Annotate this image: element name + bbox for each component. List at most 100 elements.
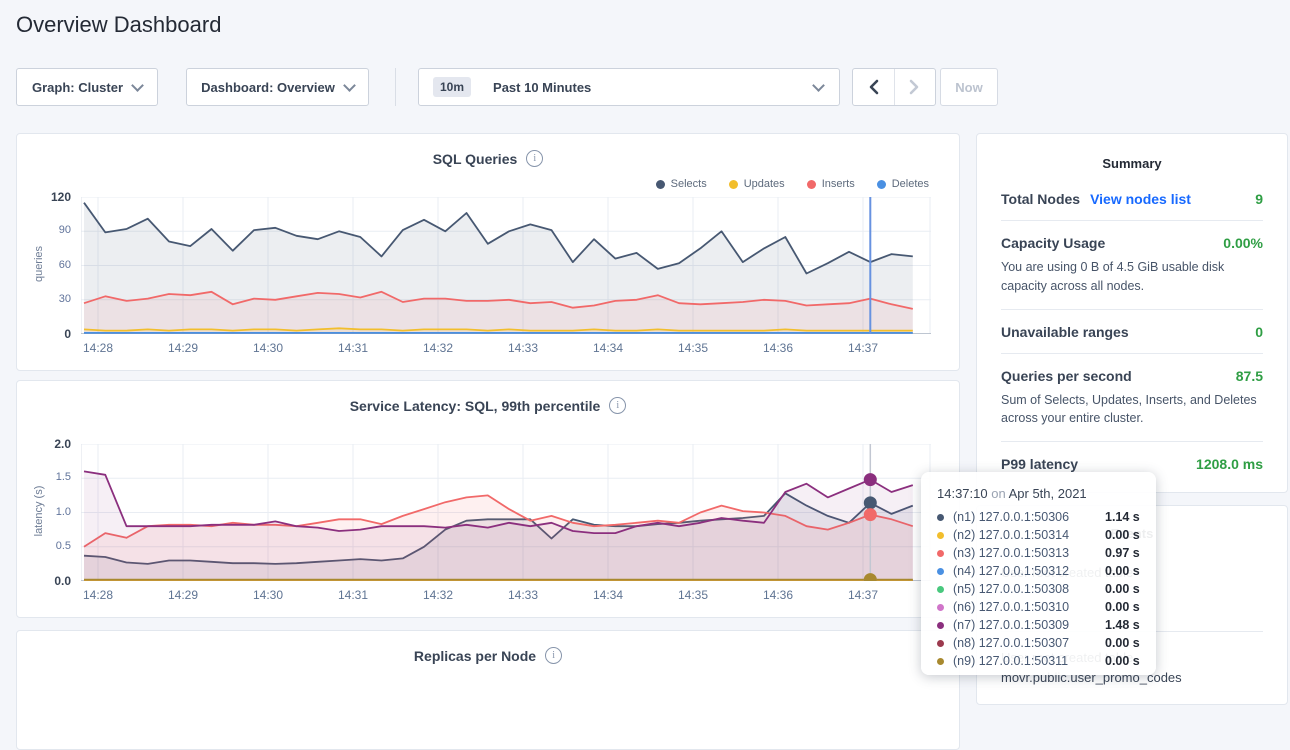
series-color-dot bbox=[937, 532, 944, 539]
next-time-button[interactable] bbox=[894, 69, 936, 105]
x-tick-label: 14:35 bbox=[669, 341, 717, 355]
series-color-dot bbox=[937, 604, 944, 611]
view-nodes-list-link[interactable]: View nodes list bbox=[1090, 191, 1191, 207]
now-button[interactable]: Now bbox=[940, 68, 998, 106]
tooltip-node-address: (n4) 127.0.0.1:50312 bbox=[953, 564, 1105, 578]
legend-item-selects[interactable]: Selects bbox=[656, 178, 707, 190]
tooltip-node-row: (n1) 127.0.0.1:503061.14 s bbox=[937, 508, 1140, 526]
tooltip-node-row: (n9) 127.0.0.1:503110.00 s bbox=[937, 652, 1140, 670]
x-tick-label: 14:34 bbox=[584, 341, 632, 355]
series-color-dot bbox=[937, 586, 944, 593]
tooltip-node-address: (n3) 127.0.0.1:50313 bbox=[953, 546, 1105, 560]
time-range-dropdown[interactable]: 10m Past 10 Minutes bbox=[418, 68, 840, 106]
legend-item-updates[interactable]: Updates bbox=[729, 178, 785, 190]
summary-row-description: You are using 0 B of 4.5 GiB usable disk… bbox=[1001, 258, 1263, 296]
service-latency-plot[interactable] bbox=[81, 444, 931, 581]
tooltip-node-value: 0.00 s bbox=[1105, 600, 1140, 614]
x-tick-label: 14:33 bbox=[499, 588, 547, 602]
summary-row-label: Unavailable ranges bbox=[1001, 324, 1129, 340]
sql-queries-plot[interactable] bbox=[81, 197, 931, 334]
x-tick-label: 14:36 bbox=[754, 588, 802, 602]
legend-label: Inserts bbox=[822, 178, 855, 190]
y-tick-label: 0.0 bbox=[17, 574, 71, 588]
x-tick-label: 14:28 bbox=[74, 588, 122, 602]
summary-row-description: Sum of Selects, Updates, Inserts, and De… bbox=[1001, 391, 1263, 429]
tooltip-node-address: (n7) 127.0.0.1:50309 bbox=[953, 618, 1105, 632]
legend-label: Selects bbox=[671, 178, 707, 190]
series-color-dot bbox=[937, 640, 944, 647]
summary-row: Total Nodes View nodes list 9 bbox=[1001, 177, 1263, 221]
tooltip-node-row: (n8) 127.0.0.1:503070.00 s bbox=[937, 634, 1140, 652]
time-step-buttons bbox=[852, 68, 936, 106]
graph-selector-dropdown[interactable]: Graph: Cluster bbox=[16, 68, 158, 106]
legend-item-inserts[interactable]: Inserts bbox=[807, 178, 855, 190]
summary-row-value: 0.00% bbox=[1223, 235, 1263, 251]
tooltip-node-value: 0.00 s bbox=[1105, 636, 1140, 650]
chevron-down-icon bbox=[131, 79, 144, 92]
tooltip-node-address: (n2) 127.0.0.1:50314 bbox=[953, 528, 1105, 542]
series-color-dot bbox=[937, 658, 944, 665]
x-tick-label: 14:37 bbox=[839, 341, 887, 355]
graph-selector-label: Graph: Cluster bbox=[32, 80, 123, 95]
series-color-dot bbox=[937, 550, 944, 557]
x-tick-label: 14:31 bbox=[329, 588, 377, 602]
tooltip-node-row: (n5) 127.0.0.1:503080.00 s bbox=[937, 580, 1140, 598]
dashboard-selector-dropdown[interactable]: Dashboard: Overview bbox=[186, 68, 369, 106]
x-tick-label: 14:29 bbox=[159, 588, 207, 602]
sql-queries-chart-card: SQL Queries i Selects Updates Inserts Delet… bbox=[16, 133, 960, 371]
previous-time-button[interactable] bbox=[853, 69, 894, 105]
x-tick-label: 14:35 bbox=[669, 588, 717, 602]
info-icon[interactable]: i bbox=[545, 647, 562, 664]
y-tick-label: 120 bbox=[17, 190, 71, 204]
summary-row-label: Queries per second bbox=[1001, 368, 1132, 384]
tooltip-node-row: (n4) 127.0.0.1:503120.00 s bbox=[937, 562, 1140, 580]
chart-title: Service Latency: SQL, 99th percentile bbox=[350, 398, 601, 414]
series-color-dot bbox=[937, 622, 944, 629]
x-tick-label: 14:29 bbox=[159, 341, 207, 355]
tooltip-node-value: 0.00 s bbox=[1105, 654, 1140, 668]
y-axis-label: queries bbox=[33, 204, 45, 324]
replicas-per-node-chart-card: Replicas per Node i bbox=[16, 630, 960, 750]
tooltip-node-address: (n5) 127.0.0.1:50308 bbox=[953, 582, 1105, 596]
y-axis-label: latency (s) bbox=[33, 451, 45, 571]
summary-row-label: P99 latency bbox=[1001, 456, 1078, 472]
summary-row-value: 9 bbox=[1255, 191, 1263, 207]
tooltip-node-row: (n3) 127.0.0.1:503130.97 s bbox=[937, 544, 1140, 562]
page-title: Overview Dashboard bbox=[16, 12, 221, 38]
series-color-dot bbox=[937, 568, 944, 575]
tooltip-node-value: 0.00 s bbox=[1105, 528, 1140, 542]
dashboard-selector-label: Dashboard: Overview bbox=[201, 80, 335, 95]
summary-row: Unavailable ranges0 bbox=[1001, 310, 1263, 354]
tooltip-node-value: 0.00 s bbox=[1105, 564, 1140, 578]
summary-row-value: 1208.0 ms bbox=[1196, 456, 1263, 472]
summary-panel: Summary Total NodesView nodes list9Capac… bbox=[976, 133, 1288, 493]
summary-row: Capacity Usage0.00%You are using 0 B of … bbox=[1001, 221, 1263, 310]
x-tick-label: 14:34 bbox=[584, 588, 632, 602]
chevron-down-icon bbox=[812, 79, 825, 92]
tooltip-node-address: (n8) 127.0.0.1:50307 bbox=[953, 636, 1105, 650]
x-tick-label: 14:33 bbox=[499, 341, 547, 355]
x-tick-label: 14:31 bbox=[329, 341, 377, 355]
info-icon[interactable]: i bbox=[526, 150, 543, 167]
legend-item-deletes[interactable]: Deletes bbox=[877, 178, 929, 190]
summary-row-label: Total Nodes bbox=[1001, 191, 1080, 207]
tooltip-node-value: 1.14 s bbox=[1105, 510, 1140, 524]
service-latency-chart-card: Service Latency: SQL, 99th percentile i … bbox=[16, 380, 960, 618]
tooltip-node-row: (n7) 127.0.0.1:503091.48 s bbox=[937, 616, 1140, 634]
chart-hover-tooltip: 14:37:10 on Apr 5th, 2021 (n1) 127.0.0.1… bbox=[921, 472, 1156, 675]
x-tick-label: 14:30 bbox=[244, 588, 292, 602]
tooltip-node-address: (n1) 127.0.0.1:50306 bbox=[953, 510, 1105, 524]
toolbar-divider bbox=[395, 68, 396, 106]
chart-title: SQL Queries bbox=[433, 151, 518, 167]
chart-title: Replicas per Node bbox=[414, 648, 536, 664]
legend-dot bbox=[656, 180, 665, 189]
info-icon[interactable]: i bbox=[609, 397, 626, 414]
x-tick-label: 14:32 bbox=[414, 588, 462, 602]
chevron-down-icon bbox=[343, 79, 356, 92]
series-color-dot bbox=[937, 514, 944, 521]
time-range-badge: 10m bbox=[433, 77, 471, 97]
tooltip-node-address: (n9) 127.0.0.1:50311 bbox=[953, 654, 1105, 668]
chevron-left-icon bbox=[868, 79, 879, 95]
legend-dot bbox=[729, 180, 738, 189]
legend-label: Deletes bbox=[892, 178, 929, 190]
